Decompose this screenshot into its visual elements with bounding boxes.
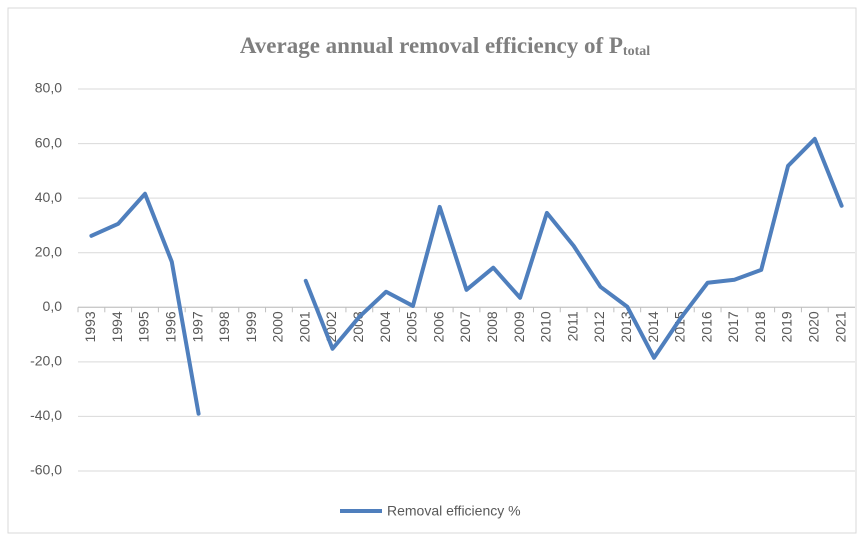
x-tick-label: 1994 <box>109 311 125 342</box>
x-tick-label: 2021 <box>832 311 848 342</box>
y-tick-label: 20,0 <box>35 243 62 259</box>
x-tick-label: 2012 <box>591 311 607 342</box>
x-tick-label: 2006 <box>430 311 446 342</box>
y-tick-label: 80,0 <box>35 80 62 96</box>
y-tick-label: 0,0 <box>43 298 63 314</box>
x-tick-label: 2010 <box>538 311 554 342</box>
x-tick-label: 2016 <box>698 311 714 342</box>
x-tick-label: 2015 <box>672 311 688 342</box>
x-tick-label: 1998 <box>216 311 232 342</box>
x-tick-label: 1993 <box>82 311 98 342</box>
x-tick-label: 1999 <box>243 311 259 342</box>
title-main: Average annual removal efficiency of P <box>240 33 623 58</box>
x-tick-label: 2011 <box>564 311 580 341</box>
title-subscript: total <box>623 44 650 59</box>
x-tick-label: 2007 <box>457 311 473 342</box>
y-tick-label: -60,0 <box>30 462 62 478</box>
x-tick-label: 2000 <box>270 311 286 342</box>
x-tick-label: 2004 <box>377 311 393 342</box>
y-tick-label: -40,0 <box>30 407 62 423</box>
x-tick-label: 2008 <box>484 311 500 342</box>
y-tick-label: 40,0 <box>35 189 62 205</box>
x-tick-label: 2017 <box>725 311 741 342</box>
x-tick-label: 2014 <box>645 311 661 342</box>
y-tick-label: 60,0 <box>35 134 62 150</box>
chart-title: Average annual removal efficiency of Pto… <box>240 33 650 59</box>
x-tick-label: 2001 <box>296 311 312 342</box>
data-line <box>89 136 844 416</box>
x-tick-label: 2005 <box>404 311 420 342</box>
x-tick-label: 2013 <box>618 311 634 342</box>
legend-label: Removal efficiency % <box>387 503 521 519</box>
y-tick-label: -20,0 <box>30 353 62 369</box>
x-tick-label: 2003 <box>350 311 366 342</box>
x-tick-label: 1996 <box>162 311 178 342</box>
chart-frame <box>7 7 857 534</box>
x-tick-label: 2009 <box>511 311 527 342</box>
x-tick-label: 2019 <box>779 311 795 342</box>
x-tick-label: 1995 <box>136 311 152 342</box>
x-tick-label: 2020 <box>806 311 822 342</box>
x-tick-label: 2018 <box>752 311 768 342</box>
x-tick-label: 1997 <box>189 311 205 342</box>
